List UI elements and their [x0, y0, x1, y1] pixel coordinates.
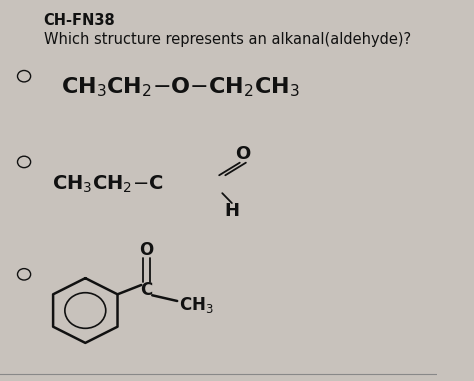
Text: Which structure represents an alkanal(aldehyde)?: Which structure represents an alkanal(al…: [44, 32, 411, 47]
Text: CH-FN38: CH-FN38: [44, 13, 116, 28]
Text: C: C: [140, 280, 153, 299]
Text: CH$_3$: CH$_3$: [179, 295, 214, 315]
Text: CH$_3$CH$_2$$-$C: CH$_3$CH$_2$$-$C: [53, 174, 164, 195]
Text: H: H: [224, 202, 239, 221]
Text: O: O: [139, 240, 154, 259]
Text: O: O: [235, 145, 250, 163]
Text: CH$_3$CH$_2$$-$O$-$CH$_2$CH$_3$: CH$_3$CH$_2$$-$O$-$CH$_2$CH$_3$: [61, 76, 300, 99]
